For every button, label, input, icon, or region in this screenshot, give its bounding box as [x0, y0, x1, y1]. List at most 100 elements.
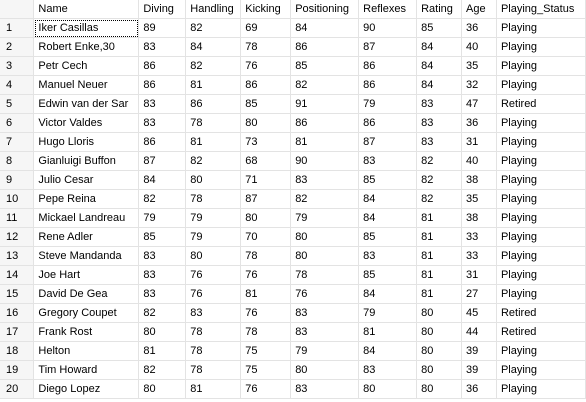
cell-handling[interactable]: 84 — [185, 37, 242, 57]
cell-age[interactable]: 31 — [461, 132, 497, 152]
cell-reflexes[interactable]: 83 — [358, 246, 418, 266]
cell-rating[interactable]: 83 — [416, 113, 463, 133]
cell-age[interactable]: 35 — [461, 56, 497, 76]
cell-age[interactable]: 39 — [461, 341, 497, 361]
cell-reflexes[interactable]: 90 — [358, 18, 418, 38]
cell-playing-status[interactable]: Playing — [496, 341, 586, 361]
cell-name[interactable]: Julio Cesar — [33, 170, 140, 190]
cell-positioning[interactable]: 86 — [290, 113, 360, 133]
table-row[interactable]: 20 Diego Lopez 80 81 76 83 80 80 36 Playing — [0, 379, 586, 399]
cell-kicking[interactable]: 75 — [240, 341, 292, 361]
cell-reflexes[interactable]: 85 — [358, 227, 418, 247]
cell-positioning[interactable]: 79 — [290, 341, 360, 361]
cell-rating[interactable]: 80 — [416, 322, 463, 342]
cell-handling[interactable]: 83 — [185, 303, 242, 323]
cell-reflexes[interactable]: 84 — [358, 189, 418, 209]
cell-handling[interactable]: 82 — [185, 18, 242, 38]
cell-positioning[interactable]: 80 — [290, 360, 360, 380]
column-header-name[interactable]: Name — [33, 0, 140, 19]
cell-playing-status[interactable]: Playing — [496, 379, 586, 399]
cell-age[interactable]: 38 — [461, 170, 497, 190]
table-row[interactable]: 17 Frank Rost 80 78 78 83 81 80 44 Retired — [0, 322, 586, 342]
cell-age[interactable]: 38 — [461, 208, 497, 228]
cell-diving[interactable]: 79 — [138, 208, 187, 228]
cell-playing-status[interactable]: Retired — [496, 303, 586, 323]
row-number-cell[interactable]: 13 — [0, 246, 35, 266]
cell-handling[interactable]: 76 — [185, 265, 242, 285]
cell-positioning[interactable]: 86 — [290, 37, 360, 57]
cell-handling[interactable]: 78 — [185, 113, 242, 133]
row-number-cell[interactable]: 20 — [0, 379, 35, 399]
row-number-cell[interactable]: 11 — [0, 208, 35, 228]
cell-reflexes[interactable]: 86 — [358, 56, 418, 76]
cell-kicking[interactable]: 85 — [240, 94, 292, 114]
cell-handling[interactable]: 82 — [185, 56, 242, 76]
cell-diving[interactable]: 82 — [138, 189, 187, 209]
cell-name[interactable]: Iker Casillas — [33, 18, 140, 38]
row-header-corner[interactable] — [0, 0, 35, 19]
cell-diving[interactable]: 86 — [138, 75, 187, 95]
cell-age[interactable]: 35 — [461, 189, 497, 209]
cell-diving[interactable]: 89 — [138, 18, 187, 38]
column-header-rating[interactable]: Rating — [416, 0, 463, 19]
cell-handling[interactable]: 78 — [185, 322, 242, 342]
table-row[interactable]: 6 Victor Valdes 83 78 80 86 86 83 36 Playing — [0, 113, 586, 133]
cell-rating[interactable]: 81 — [416, 246, 463, 266]
cell-kicking[interactable]: 71 — [240, 170, 292, 190]
cell-positioning[interactable]: 91 — [290, 94, 360, 114]
cell-kicking[interactable]: 76 — [240, 56, 292, 76]
cell-reflexes[interactable]: 87 — [358, 132, 418, 152]
cell-reflexes[interactable]: 79 — [358, 303, 418, 323]
cell-playing-status[interactable]: Retired — [496, 94, 586, 114]
table-row[interactable]: 15 David De Gea 83 76 81 76 84 81 27 Playing — [0, 284, 586, 304]
table-row[interactable]: 3 Petr Cech 86 82 76 85 86 84 35 Playing — [0, 56, 586, 76]
cell-reflexes[interactable]: 80 — [358, 379, 418, 399]
cell-playing-status[interactable]: Playing — [496, 208, 586, 228]
cell-rating[interactable]: 80 — [416, 360, 463, 380]
cell-kicking[interactable]: 70 — [240, 227, 292, 247]
cell-positioning[interactable]: 81 — [290, 132, 360, 152]
cell-positioning[interactable]: 76 — [290, 284, 360, 304]
cell-diving[interactable]: 83 — [138, 113, 187, 133]
cell-age[interactable]: 39 — [461, 360, 497, 380]
cell-kicking[interactable]: 73 — [240, 132, 292, 152]
row-number-cell[interactable]: 8 — [0, 151, 35, 171]
row-number-cell[interactable]: 1 — [0, 18, 35, 38]
cell-kicking[interactable]: 81 — [240, 284, 292, 304]
cell-playing-status[interactable]: Playing — [496, 246, 586, 266]
cell-positioning[interactable]: 82 — [290, 75, 360, 95]
cell-reflexes[interactable]: 86 — [358, 113, 418, 133]
cell-name[interactable]: Pepe Reina — [33, 189, 140, 209]
cell-reflexes[interactable]: 85 — [358, 170, 418, 190]
cell-diving[interactable]: 83 — [138, 246, 187, 266]
cell-reflexes[interactable]: 84 — [358, 208, 418, 228]
row-number-cell[interactable]: 15 — [0, 284, 35, 304]
cell-playing-status[interactable]: Playing — [496, 284, 586, 304]
row-number-cell[interactable]: 2 — [0, 37, 35, 57]
cell-name[interactable]: Manuel Neuer — [33, 75, 140, 95]
row-number-cell[interactable]: 6 — [0, 113, 35, 133]
cell-positioning[interactable]: 83 — [290, 322, 360, 342]
column-header-kicking[interactable]: Kicking — [240, 0, 292, 19]
cell-name[interactable]: David De Gea — [33, 284, 140, 304]
cell-name[interactable]: Mickael Landreau — [33, 208, 140, 228]
cell-diving[interactable]: 80 — [138, 379, 187, 399]
cell-rating[interactable]: 83 — [416, 94, 463, 114]
cell-positioning[interactable]: 85 — [290, 56, 360, 76]
cell-diving[interactable]: 84 — [138, 170, 187, 190]
cell-reflexes[interactable]: 87 — [358, 37, 418, 57]
cell-positioning[interactable]: 78 — [290, 265, 360, 285]
cell-name[interactable]: Victor Valdes — [33, 113, 140, 133]
cell-rating[interactable]: 81 — [416, 265, 463, 285]
cell-diving[interactable]: 86 — [138, 132, 187, 152]
cell-name[interactable]: Frank Rost — [33, 322, 140, 342]
table-row[interactable]: 8 Gianluigi Buffon 87 82 68 90 83 82 40 Playing — [0, 151, 586, 171]
cell-name[interactable]: Tim Howard — [33, 360, 140, 380]
table-row[interactable]: 2 Robert Enke,30 83 84 78 86 87 84 40 Playing — [0, 37, 586, 57]
table-row[interactable]: 11 Mickael Landreau 79 79 80 79 84 81 38 Playing — [0, 208, 586, 228]
cell-kicking[interactable]: 75 — [240, 360, 292, 380]
table-row[interactable]: 16 Gregory Coupet 82 83 76 83 79 80 45 Retired — [0, 303, 586, 323]
table-row[interactable]: 9 Julio Cesar 84 80 71 83 85 82 38 Playing — [0, 170, 586, 190]
row-number-cell[interactable]: 7 — [0, 132, 35, 152]
